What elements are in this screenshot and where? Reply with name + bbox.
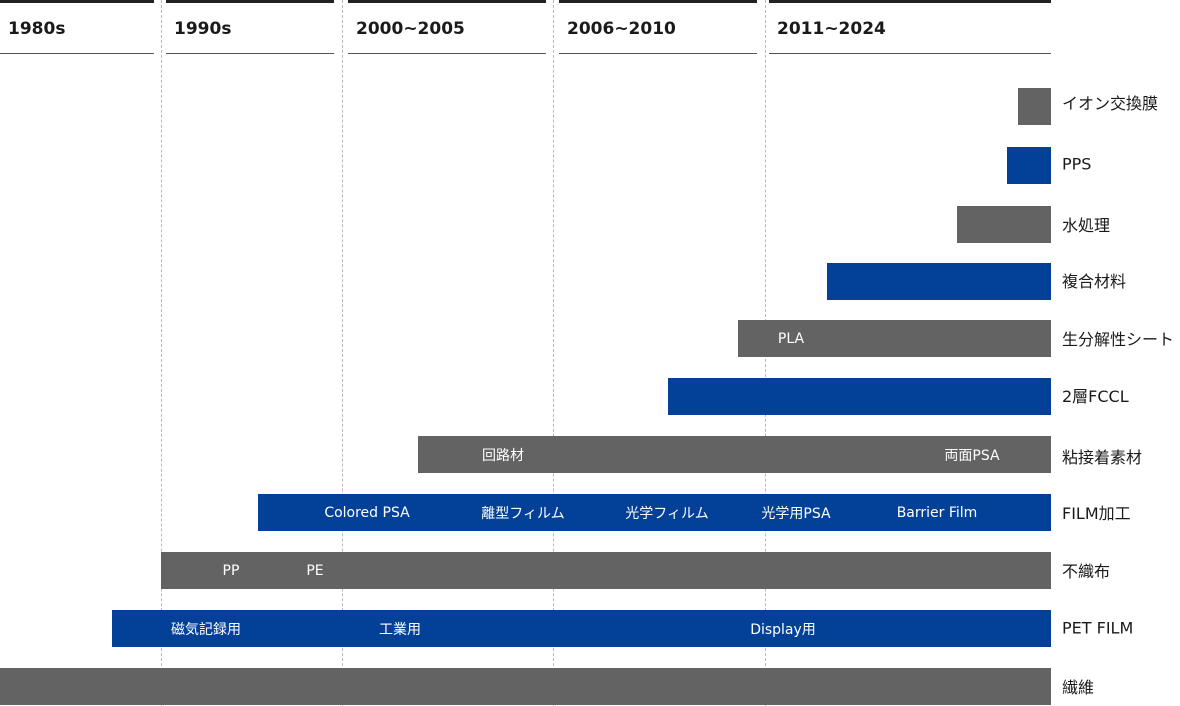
bar-item-label: PLA: [777, 330, 805, 347]
period-label: 2006~2010: [567, 19, 676, 39]
bar-item-label: PE: [306, 562, 324, 579]
timeline-bar-pet-film: 磁気記録用 工業用 Display用: [112, 610, 1051, 647]
row-label: FILM加工: [1062, 504, 1131, 523]
period-header-2006-2010: 2006~2010: [559, 0, 757, 54]
bar-item-label: 離型フィルム: [481, 505, 565, 522]
timeline-bar-fccl: [668, 378, 1051, 415]
bar-item-label: Colored PSA: [324, 504, 410, 521]
bar-item-label: 両面PSA: [944, 447, 1000, 464]
row-label: 2層FCCL: [1062, 387, 1129, 406]
row-label: PPS: [1062, 154, 1092, 174]
row-label: 生分解性シート: [1062, 330, 1175, 349]
period-label: 1980s: [8, 19, 66, 39]
row-label: PET FILM: [1062, 618, 1134, 638]
timeline-bar-film-processing: Colored PSA 離型フィルム 光学フィルム 光学用PSA Barrier…: [258, 494, 1051, 531]
period-label: 1990s: [174, 19, 232, 39]
timeline-bar-water-treatment: [957, 206, 1051, 243]
period-divider: [553, 0, 554, 706]
row-label: 不織布: [1062, 562, 1111, 581]
timeline-bar-composite: [827, 263, 1051, 300]
period-label: 2000~2005: [356, 19, 465, 39]
period-header-2000-2005: 2000~2005: [348, 0, 546, 54]
timeline-bar-pps: [1007, 147, 1051, 184]
row-label: 繊維: [1062, 678, 1095, 697]
bar-item-label: 工業用: [379, 621, 421, 638]
timeline-bar-fiber: [0, 668, 1051, 705]
period-divider: [342, 0, 343, 706]
bar-item-label: 磁気記録用: [171, 621, 241, 638]
timeline-bar-biodegradable: PLA: [738, 320, 1051, 357]
period-header-2011-2024: 2011~2024: [769, 0, 1051, 54]
timeline-bar-nonwoven: PP PE: [161, 552, 1051, 589]
bar-item-label: Display用: [750, 621, 816, 638]
row-label: 複合材料: [1062, 272, 1127, 291]
timeline-bar-ion-exchange: [1018, 88, 1051, 125]
row-label: 粘接着素材: [1062, 448, 1143, 467]
period-label: 2011~2024: [777, 19, 886, 39]
bar-item-label: Barrier Film: [896, 504, 978, 521]
timeline-bar-adhesive: 回路材 両面PSA: [418, 436, 1051, 473]
row-label: 水処理: [1062, 216, 1111, 235]
row-label: イオン交換膜: [1062, 94, 1159, 113]
bar-item-label: 回路材: [482, 447, 524, 464]
bar-item-label: 光学用PSA: [761, 505, 831, 522]
bar-item-label: 光学フィルム: [625, 505, 709, 522]
period-divider: [161, 0, 162, 706]
period-header-1990s: 1990s: [166, 0, 334, 54]
period-header-1980s: 1980s: [0, 0, 154, 54]
bar-item-label: PP: [222, 562, 240, 579]
